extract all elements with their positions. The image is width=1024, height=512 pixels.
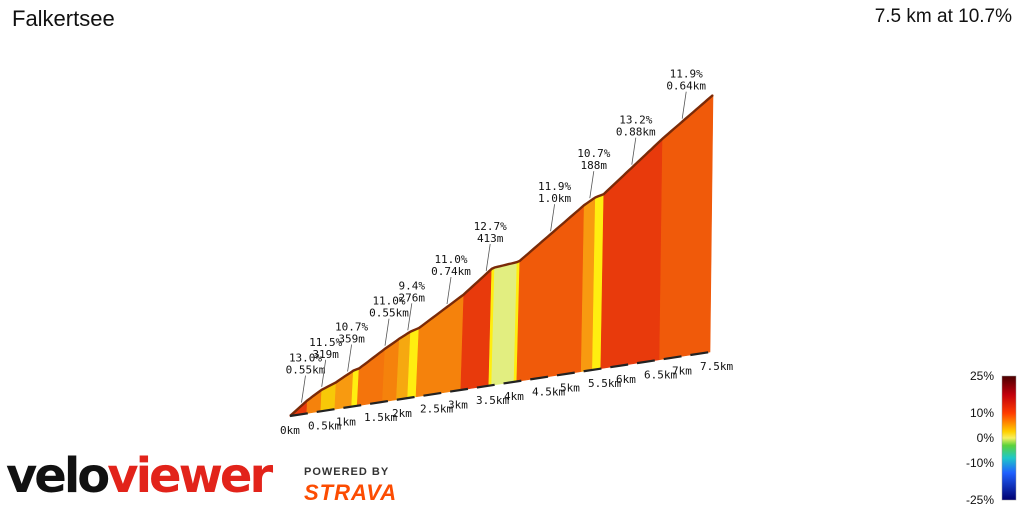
annotation-gradient: 13.0% (289, 352, 322, 365)
annotation-length: 0.88km (616, 126, 656, 139)
annotation-gradient: 13.2% (619, 114, 652, 127)
gradient-legend-bar (1001, 375, 1017, 501)
annotation-leader-line (485, 243, 491, 271)
annotation-leader-line (446, 276, 452, 305)
x-tick-label: 7km (672, 364, 692, 377)
gradient-segment (600, 137, 663, 369)
climb-summary: 7.5 km at 10.7% (874, 6, 1012, 27)
gradient-segments (289, 94, 714, 417)
annotation-gradient: 11.5% (309, 336, 342, 349)
page-title: Falkertsee (12, 6, 115, 31)
annotation-length: 319m (312, 348, 339, 361)
annotation-gradient: 12.7% (474, 220, 507, 233)
x-tick-label: 3.5km (476, 394, 509, 407)
annotation-gradient: 11.9% (538, 180, 571, 193)
annotation-leader-line (301, 375, 306, 403)
profile-outline (289, 94, 714, 418)
legend-label: 25% (970, 369, 994, 383)
annotation-gradient: 11.0% (372, 295, 405, 308)
x-tick-label: 5km (560, 381, 580, 394)
annotation-leader-line (550, 204, 555, 232)
legend-label: 10% (970, 406, 994, 420)
annotation-gradient: 10.7% (577, 147, 610, 160)
annotation-length: 359m (338, 333, 365, 346)
gradient-segment (306, 389, 323, 414)
gradient-segment (415, 293, 465, 398)
annotation-gradient: 11.0% (434, 253, 467, 266)
strava-logo: STRAVA (304, 480, 398, 505)
x-tick-label: 1.5km (364, 411, 397, 424)
brand-velo-text: velo (6, 448, 110, 504)
legend-label: 0% (977, 431, 995, 445)
annotation-leader-line (321, 359, 327, 387)
annotation-length: 188m (581, 159, 608, 172)
gradient-segment (356, 348, 386, 407)
annotation-gradient: 9.4% (399, 279, 426, 292)
annotation-leader-line (681, 91, 687, 119)
annotation-length: 0.55km (369, 307, 409, 320)
profile-ridge-line (289, 94, 714, 417)
x-tick-label: 1km (336, 416, 356, 429)
annotation-gradient: 10.7% (335, 321, 368, 334)
legend-label: -10% (966, 456, 994, 470)
gradient-segment (491, 261, 518, 386)
gradient-legend-labels: 25% 10% 0% -10% -25% (966, 369, 994, 507)
gradient-segment (516, 204, 585, 382)
distance-baseline (289, 350, 711, 418)
annotation-leader-line (407, 303, 413, 331)
x-tick-label: 7.5km (700, 360, 733, 373)
x-tick-label: 6.5km (644, 369, 677, 382)
x-tick-label: 0km (280, 424, 300, 437)
x-tick-label: 3km (448, 398, 468, 411)
x-tick-label: 6km (616, 373, 636, 386)
annotation-length: 0.74km (431, 265, 471, 278)
x-tick-label: 4km (504, 390, 524, 403)
veloviewer-logo: veloviewer POWERED BY STRAVA (6, 448, 426, 508)
legend-label: -25% (966, 493, 994, 507)
annotation-length: 276m (399, 291, 426, 304)
x-tick-label: 2.5km (420, 403, 453, 416)
annotation-length: 413m (477, 232, 504, 245)
x-tick-label: 5.5km (588, 377, 621, 390)
annotation-gradient: 11.9% (670, 68, 703, 81)
x-tick-label: 4.5km (532, 386, 565, 399)
x-tick-label: 0.5km (308, 420, 341, 433)
annotation-length: 0.55km (286, 364, 326, 377)
annotation-length: 1.0km (538, 192, 571, 205)
powered-by-label: POWERED BY (304, 466, 390, 478)
brand-viewer-text: viewer (107, 448, 273, 504)
x-tick-label: 2km (392, 407, 412, 420)
annotation-length: 0.64km (666, 80, 706, 93)
annotation-leader-line (631, 137, 637, 165)
segment-annotations: 13.0%0.55km11.5%319m10.7%359m11.0%0.55km… (286, 68, 706, 403)
gradient-segment (460, 268, 493, 391)
annotation-leader-line (589, 171, 595, 199)
annotation-leader-line (384, 318, 390, 346)
annotation-leader-line (347, 344, 352, 372)
brand-wordmark: veloviewer (6, 448, 273, 504)
